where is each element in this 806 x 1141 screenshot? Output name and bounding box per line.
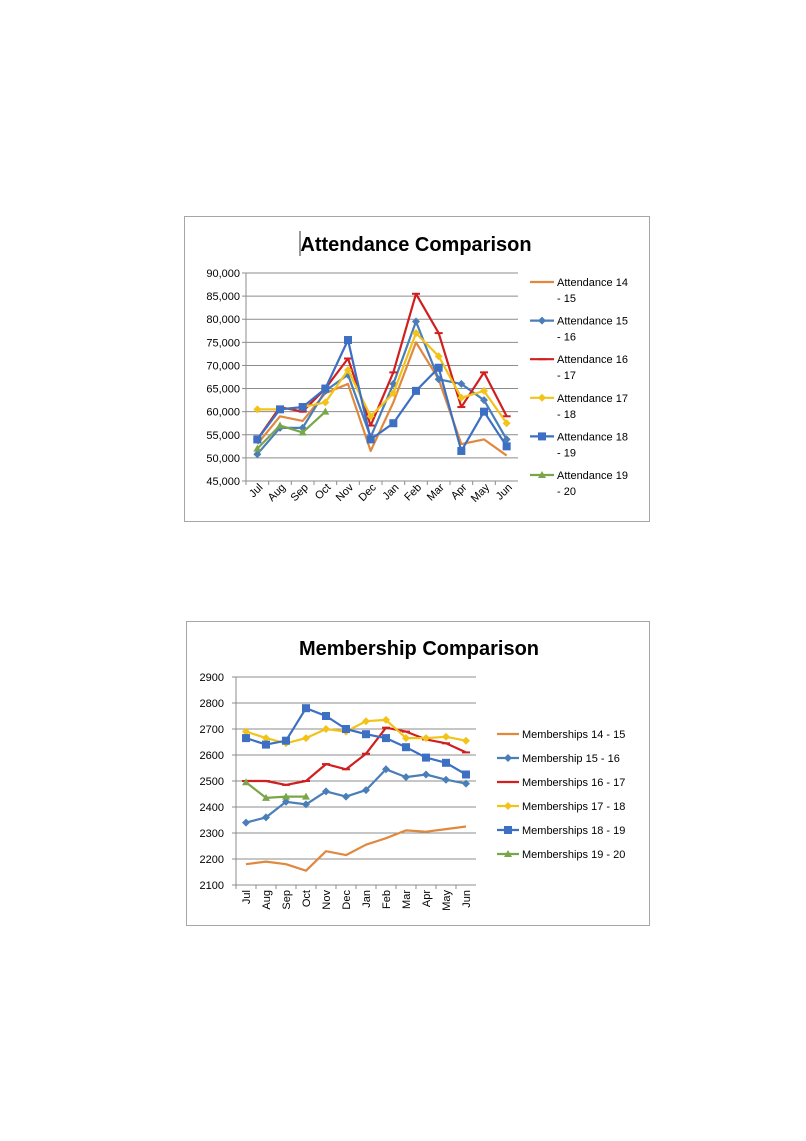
data-point bbox=[457, 379, 466, 388]
data-point bbox=[253, 435, 262, 444]
data-point bbox=[389, 371, 398, 374]
legend-label: - 16 bbox=[557, 332, 576, 344]
x-tick-label: Jan bbox=[380, 482, 401, 503]
data-point bbox=[457, 406, 466, 409]
data-point bbox=[412, 386, 420, 395]
data-point bbox=[321, 398, 330, 407]
data-point bbox=[434, 352, 443, 361]
y-tick-label: 90,000 bbox=[206, 268, 240, 280]
y-tick-label: 65,000 bbox=[206, 384, 240, 396]
x-tick-label: Feb bbox=[402, 482, 424, 504]
data-point bbox=[276, 405, 284, 414]
data-point bbox=[276, 421, 284, 429]
legend-label: Attendance 15 bbox=[557, 316, 628, 328]
data-point bbox=[253, 444, 262, 452]
data-point bbox=[412, 292, 420, 295]
legend-label: Attendance 16 bbox=[557, 354, 628, 366]
y-tick-label: 80,000 bbox=[206, 314, 240, 326]
legend-label: Attendance 18 bbox=[557, 431, 628, 443]
data-point bbox=[253, 450, 262, 459]
x-tick-label: Apr bbox=[449, 481, 470, 502]
chart-title: Attendance Comparison bbox=[300, 234, 531, 256]
data-point bbox=[480, 371, 488, 374]
data-point bbox=[298, 403, 307, 412]
attendance-chart-frame bbox=[184, 216, 650, 522]
legend-label: - 20 bbox=[557, 486, 576, 498]
data-point bbox=[298, 410, 307, 413]
data-point bbox=[434, 363, 443, 372]
data-point bbox=[502, 415, 511, 418]
x-tick-label: Jul bbox=[247, 482, 265, 500]
data-point bbox=[457, 446, 466, 455]
data-point bbox=[502, 442, 511, 451]
data-point bbox=[389, 419, 398, 428]
legend-marker bbox=[538, 316, 546, 325]
x-tick-label: Dec bbox=[356, 481, 379, 504]
y-tick-label: 50,000 bbox=[206, 453, 240, 465]
series-line bbox=[256, 410, 327, 450]
legend-label: - 17 bbox=[557, 370, 576, 382]
x-tick-label: Oct bbox=[313, 482, 334, 503]
legend-marker bbox=[538, 432, 546, 441]
legend-marker bbox=[538, 393, 546, 402]
data-point bbox=[298, 428, 307, 436]
data-point bbox=[480, 386, 488, 395]
y-tick-label: 75,000 bbox=[206, 337, 240, 349]
data-point bbox=[321, 384, 330, 393]
data-point bbox=[412, 317, 420, 326]
data-point bbox=[480, 407, 488, 416]
legend-marker bbox=[538, 358, 546, 361]
legend-marker bbox=[538, 471, 546, 478]
data-point bbox=[366, 435, 375, 444]
data-point bbox=[366, 424, 375, 427]
x-tick-label: Nov bbox=[334, 481, 357, 504]
data-point bbox=[321, 407, 330, 415]
legend-label: Attendance 14 bbox=[557, 277, 628, 289]
x-tick-label: Mar bbox=[425, 481, 447, 503]
data-point bbox=[344, 336, 352, 345]
data-point bbox=[434, 332, 443, 335]
data-point bbox=[366, 412, 375, 421]
data-point bbox=[412, 329, 420, 338]
legend-label: Attendance 17 bbox=[557, 393, 628, 405]
data-point bbox=[344, 357, 352, 360]
legend-label: Attendance 19 bbox=[557, 470, 628, 482]
data-point bbox=[502, 419, 511, 428]
y-tick-label: 60,000 bbox=[206, 407, 240, 419]
y-tick-label: 70,000 bbox=[206, 360, 240, 372]
data-point bbox=[253, 405, 262, 414]
x-tick-label: Jun bbox=[494, 482, 515, 503]
data-point bbox=[389, 389, 398, 398]
data-point bbox=[480, 396, 488, 405]
legend-label: - 19 bbox=[557, 447, 576, 459]
series-line bbox=[256, 292, 508, 441]
data-point bbox=[344, 366, 352, 375]
y-tick-label: 85,000 bbox=[206, 291, 240, 303]
y-tick-label: 45,000 bbox=[206, 476, 240, 488]
data-point bbox=[457, 393, 466, 402]
legend-label: - 18 bbox=[557, 409, 576, 421]
legend-label: - 15 bbox=[557, 293, 576, 305]
y-tick-label: 55,000 bbox=[206, 430, 240, 442]
